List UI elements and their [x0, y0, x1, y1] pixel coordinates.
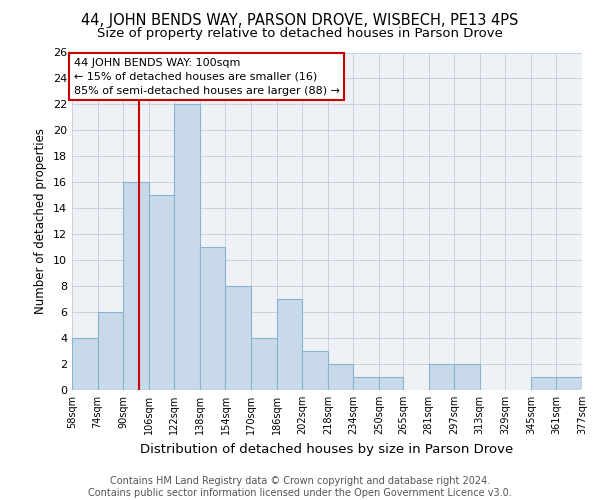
- Text: 44, JOHN BENDS WAY, PARSON DROVE, WISBECH, PE13 4PS: 44, JOHN BENDS WAY, PARSON DROVE, WISBEC…: [82, 12, 518, 28]
- Text: Contains HM Land Registry data © Crown copyright and database right 2024.
Contai: Contains HM Land Registry data © Crown c…: [88, 476, 512, 498]
- Bar: [175, 104, 200, 390]
- Bar: [531, 377, 556, 390]
- Bar: [72, 338, 98, 390]
- Bar: [226, 286, 251, 390]
- Bar: [353, 377, 379, 390]
- Bar: [98, 312, 123, 390]
- Y-axis label: Number of detached properties: Number of detached properties: [34, 128, 47, 314]
- Bar: [328, 364, 353, 390]
- Bar: [277, 299, 302, 390]
- Bar: [251, 338, 277, 390]
- Bar: [302, 351, 328, 390]
- Bar: [428, 364, 454, 390]
- Bar: [200, 247, 226, 390]
- Bar: [379, 377, 403, 390]
- Text: 44 JOHN BENDS WAY: 100sqm
← 15% of detached houses are smaller (16)
85% of semi-: 44 JOHN BENDS WAY: 100sqm ← 15% of detac…: [74, 58, 340, 96]
- Bar: [149, 196, 175, 390]
- X-axis label: Distribution of detached houses by size in Parson Drove: Distribution of detached houses by size …: [140, 442, 514, 456]
- Bar: [556, 377, 582, 390]
- Bar: [454, 364, 479, 390]
- Text: Size of property relative to detached houses in Parson Drove: Size of property relative to detached ho…: [97, 28, 503, 40]
- Bar: [123, 182, 149, 390]
